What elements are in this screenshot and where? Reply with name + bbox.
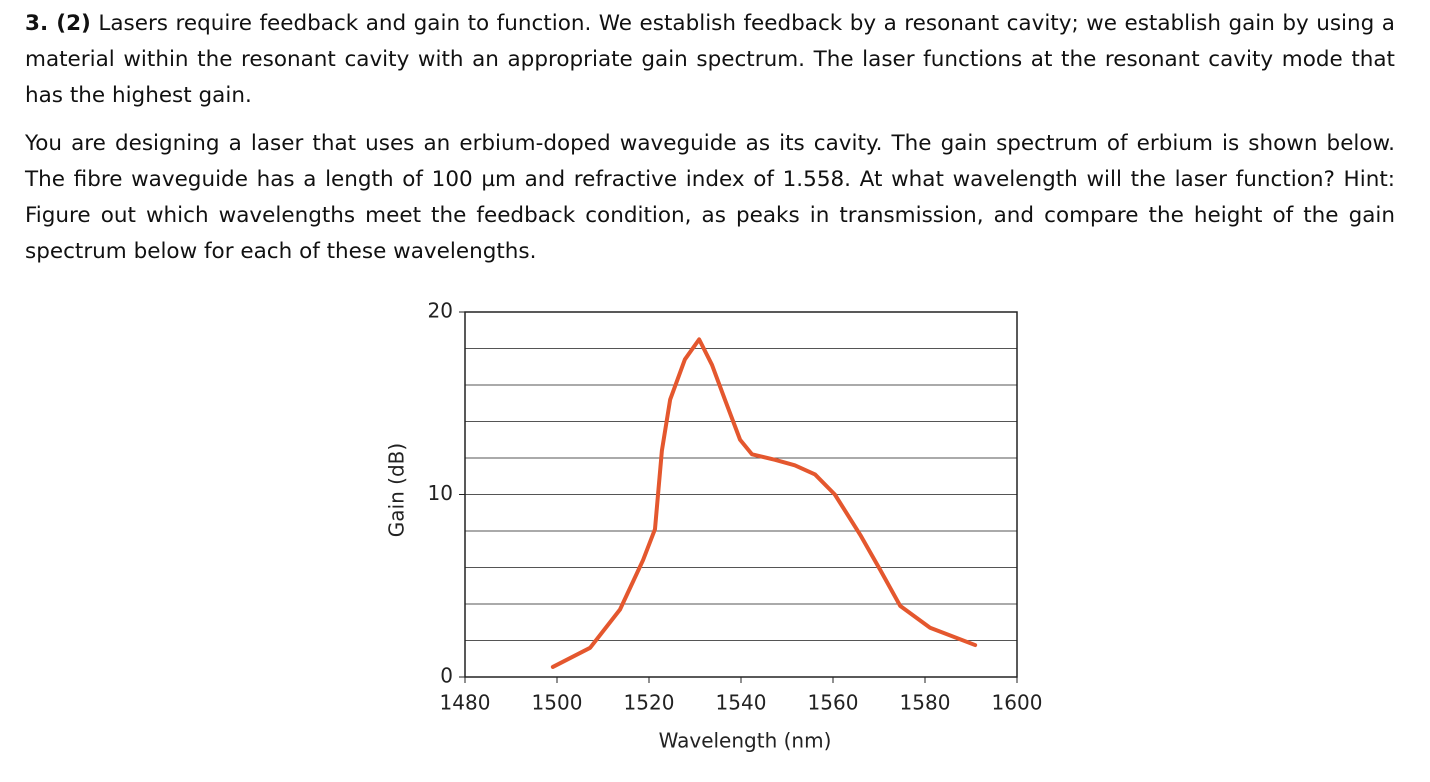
question-text: Lasers require feedback and gain to func… [25,11,1395,108]
x-tick-label: 1580 [900,691,951,715]
gain-curve [550,337,978,669]
y-axis-title: Gain (dB) [385,443,409,537]
x-tick-label: 1560 [808,691,859,715]
question: 3. (2) Lasers require feedback and gain … [25,6,1395,114]
x-tick-label: 1540 [716,691,767,715]
y-tick-label: 20 [428,299,453,323]
x-tick-label: 1480 [440,691,491,715]
document: 3. (2) Lasers require feedback and gain … [25,6,1395,282]
question-number: 3. (2) [25,11,91,36]
y-tick-label: 0 [440,664,453,688]
paragraph: You are designing a laser that uses an e… [25,131,1395,264]
x-tick-label: 1600 [992,691,1043,715]
x-axis-title: Wavelength (nm) [659,729,832,753]
x-tick-label: 1500 [532,691,583,715]
x-tick-label: 1520 [624,691,675,715]
y-tick-label: 10 [428,481,453,505]
